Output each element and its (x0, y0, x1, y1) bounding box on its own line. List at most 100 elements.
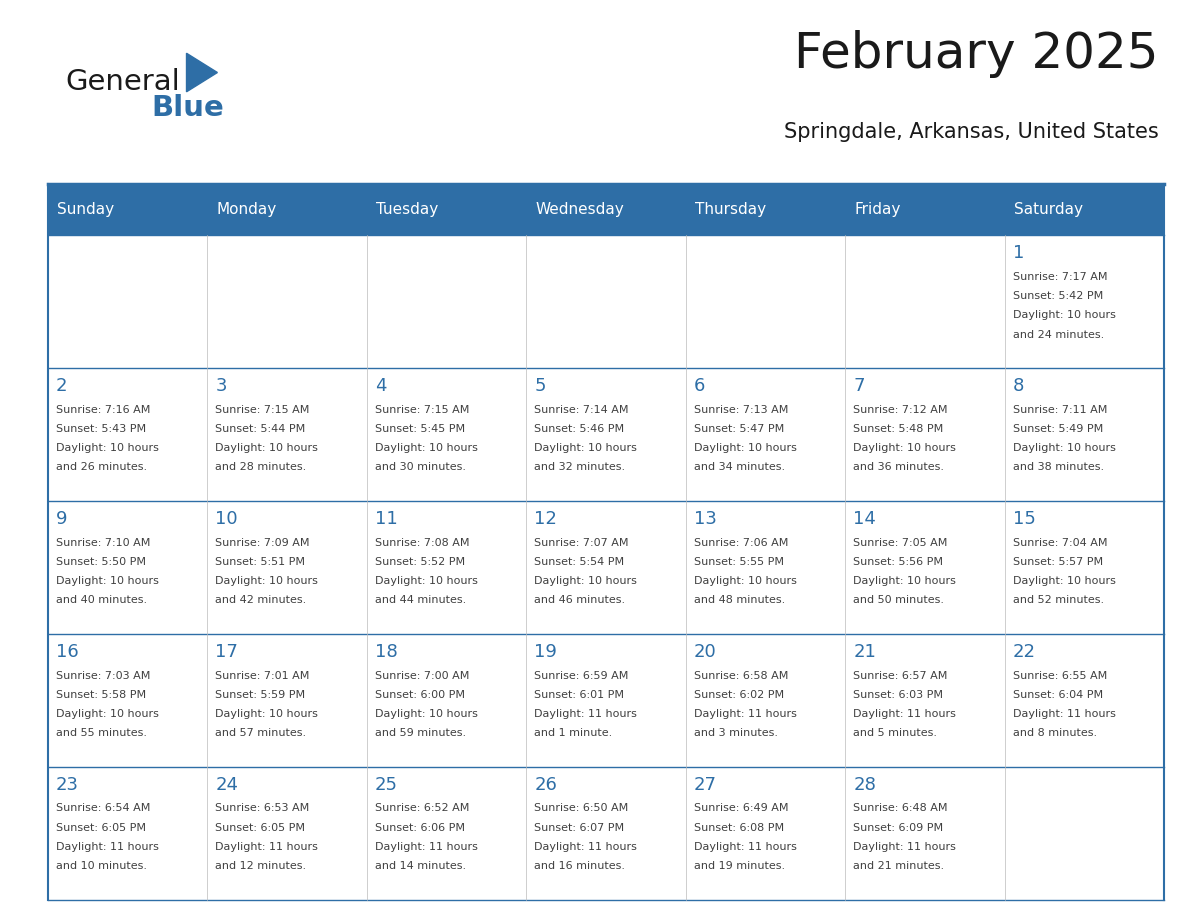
Text: 14: 14 (853, 510, 877, 528)
Text: 15: 15 (1013, 510, 1036, 528)
Text: Sunset: 6:07 PM: Sunset: 6:07 PM (535, 823, 625, 833)
Text: 19: 19 (535, 643, 557, 661)
Text: Sunset: 6:05 PM: Sunset: 6:05 PM (215, 823, 305, 833)
Text: Daylight: 11 hours: Daylight: 11 hours (1013, 709, 1116, 719)
Text: 6: 6 (694, 377, 706, 395)
Text: and 26 minutes.: and 26 minutes. (56, 463, 147, 473)
Text: Daylight: 10 hours: Daylight: 10 hours (1013, 443, 1116, 453)
Text: Sunset: 5:44 PM: Sunset: 5:44 PM (215, 424, 305, 434)
Text: 8: 8 (1013, 377, 1024, 395)
Text: Daylight: 10 hours: Daylight: 10 hours (1013, 577, 1116, 586)
Text: and 16 minutes.: and 16 minutes. (535, 861, 625, 871)
Text: and 46 minutes.: and 46 minutes. (535, 596, 626, 605)
Text: Sunset: 5:47 PM: Sunset: 5:47 PM (694, 424, 784, 434)
Text: Sunset: 6:09 PM: Sunset: 6:09 PM (853, 823, 943, 833)
Text: and 3 minutes.: and 3 minutes. (694, 728, 778, 738)
Polygon shape (187, 53, 217, 92)
Text: 21: 21 (853, 643, 877, 661)
Text: Sunrise: 6:48 AM: Sunrise: 6:48 AM (853, 803, 948, 813)
Text: Sunrise: 6:59 AM: Sunrise: 6:59 AM (535, 670, 628, 680)
Text: Sunset: 5:51 PM: Sunset: 5:51 PM (215, 557, 305, 566)
Text: Daylight: 10 hours: Daylight: 10 hours (853, 577, 956, 586)
Bar (48, 235, 207, 368)
Text: Sunrise: 7:11 AM: Sunrise: 7:11 AM (1013, 405, 1107, 415)
Text: Sunrise: 7:01 AM: Sunrise: 7:01 AM (215, 670, 310, 680)
Text: Sunrise: 7:14 AM: Sunrise: 7:14 AM (535, 405, 628, 415)
Bar (48, 368, 207, 501)
Text: Sunrise: 7:17 AM: Sunrise: 7:17 AM (1013, 272, 1107, 282)
Text: Sunset: 6:06 PM: Sunset: 6:06 PM (375, 823, 465, 833)
Text: Sunset: 5:57 PM: Sunset: 5:57 PM (1013, 557, 1104, 566)
Text: 26: 26 (535, 776, 557, 794)
Bar (685, 368, 845, 501)
Text: Sunrise: 6:52 AM: Sunrise: 6:52 AM (375, 803, 469, 813)
Bar (685, 633, 845, 767)
Text: Daylight: 11 hours: Daylight: 11 hours (694, 842, 797, 852)
Text: Daylight: 10 hours: Daylight: 10 hours (535, 443, 637, 453)
Text: 24: 24 (215, 776, 239, 794)
Text: Sunset: 5:54 PM: Sunset: 5:54 PM (535, 557, 625, 566)
Text: Monday: Monday (216, 202, 277, 217)
Text: and 8 minutes.: and 8 minutes. (1013, 728, 1098, 738)
Text: and 38 minutes.: and 38 minutes. (1013, 463, 1104, 473)
Bar (367, 368, 526, 501)
Bar (526, 501, 685, 633)
Text: Sunrise: 6:50 AM: Sunrise: 6:50 AM (535, 803, 628, 813)
Bar (685, 501, 845, 633)
Text: Daylight: 10 hours: Daylight: 10 hours (1013, 310, 1116, 320)
Text: Sunrise: 7:06 AM: Sunrise: 7:06 AM (694, 538, 789, 547)
Bar (367, 633, 526, 767)
Bar (1005, 235, 1164, 368)
Text: Sunrise: 7:04 AM: Sunrise: 7:04 AM (1013, 538, 1107, 547)
Text: Blue: Blue (151, 94, 223, 122)
Text: Sunrise: 6:49 AM: Sunrise: 6:49 AM (694, 803, 789, 813)
Text: Daylight: 10 hours: Daylight: 10 hours (694, 577, 797, 586)
Text: 9: 9 (56, 510, 68, 528)
Text: Daylight: 10 hours: Daylight: 10 hours (694, 443, 797, 453)
Text: Sunset: 5:42 PM: Sunset: 5:42 PM (1013, 291, 1104, 301)
Text: 25: 25 (375, 776, 398, 794)
Text: Sunrise: 6:54 AM: Sunrise: 6:54 AM (56, 803, 150, 813)
Text: Sunset: 5:45 PM: Sunset: 5:45 PM (375, 424, 465, 434)
Text: and 21 minutes.: and 21 minutes. (853, 861, 944, 871)
Text: 20: 20 (694, 643, 716, 661)
Text: 2: 2 (56, 377, 68, 395)
Bar (526, 633, 685, 767)
Bar (1005, 368, 1164, 501)
Text: Sunrise: 7:15 AM: Sunrise: 7:15 AM (215, 405, 310, 415)
Text: Daylight: 10 hours: Daylight: 10 hours (56, 443, 159, 453)
Text: 1: 1 (1013, 244, 1024, 263)
Text: and 28 minutes.: and 28 minutes. (215, 463, 307, 473)
Text: Thursday: Thursday (695, 202, 766, 217)
Text: Daylight: 10 hours: Daylight: 10 hours (56, 709, 159, 719)
Text: Sunset: 5:58 PM: Sunset: 5:58 PM (56, 689, 146, 700)
Text: Daylight: 10 hours: Daylight: 10 hours (215, 709, 318, 719)
Text: and 42 minutes.: and 42 minutes. (215, 596, 307, 605)
Text: and 24 minutes.: and 24 minutes. (1013, 330, 1105, 340)
Text: 10: 10 (215, 510, 238, 528)
Text: 4: 4 (375, 377, 386, 395)
Text: Sunrise: 7:00 AM: Sunrise: 7:00 AM (375, 670, 469, 680)
Bar (845, 368, 1005, 501)
Text: Daylight: 11 hours: Daylight: 11 hours (694, 709, 797, 719)
Text: Daylight: 10 hours: Daylight: 10 hours (375, 577, 478, 586)
Bar (685, 767, 845, 900)
Bar (1005, 501, 1164, 633)
Text: Sunrise: 7:07 AM: Sunrise: 7:07 AM (535, 538, 628, 547)
Text: and 10 minutes.: and 10 minutes. (56, 861, 147, 871)
Text: Sunset: 5:48 PM: Sunset: 5:48 PM (853, 424, 943, 434)
Text: 12: 12 (535, 510, 557, 528)
Text: Daylight: 11 hours: Daylight: 11 hours (535, 709, 637, 719)
Text: Daylight: 10 hours: Daylight: 10 hours (56, 577, 159, 586)
Text: Sunset: 6:08 PM: Sunset: 6:08 PM (694, 823, 784, 833)
Text: February 2025: February 2025 (794, 30, 1158, 78)
Text: Sunset: 5:56 PM: Sunset: 5:56 PM (853, 557, 943, 566)
Text: Springdale, Arkansas, United States: Springdale, Arkansas, United States (784, 122, 1158, 142)
Text: Sunset: 5:46 PM: Sunset: 5:46 PM (535, 424, 625, 434)
Text: Daylight: 10 hours: Daylight: 10 hours (375, 709, 478, 719)
Text: 13: 13 (694, 510, 716, 528)
Text: and 44 minutes.: and 44 minutes. (375, 596, 466, 605)
Text: Sunset: 5:55 PM: Sunset: 5:55 PM (694, 557, 784, 566)
Bar (207, 368, 367, 501)
Text: 5: 5 (535, 377, 546, 395)
